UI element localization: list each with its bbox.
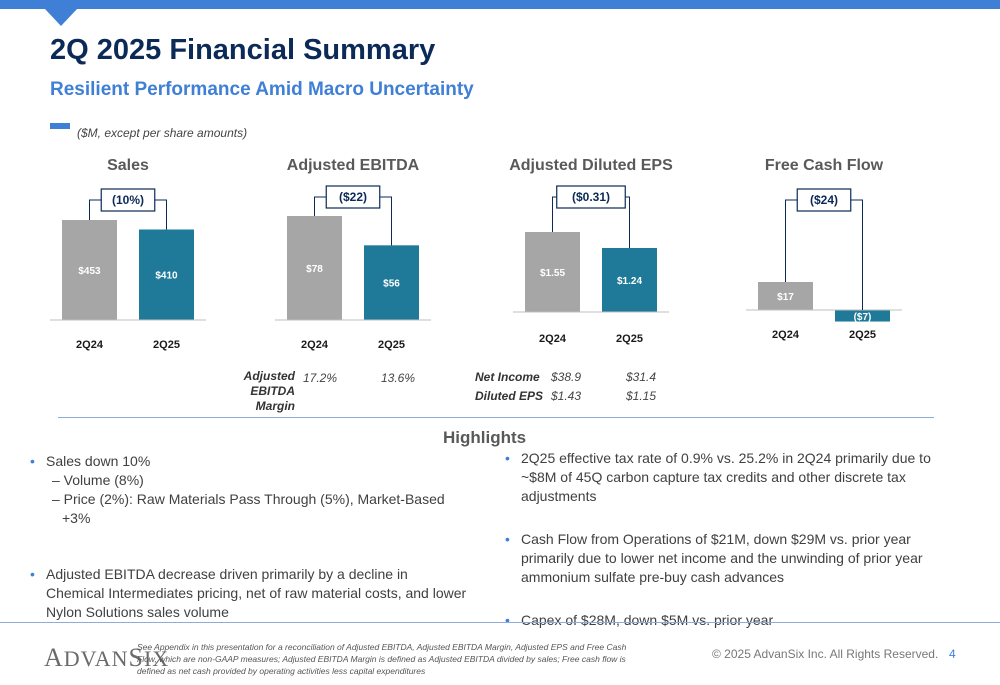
sales-tick-2q24: 2Q24 bbox=[76, 339, 104, 351]
diluted-eps-2q24: $1.43 bbox=[551, 389, 582, 403]
page-title: 2Q 2025 Financial Summary bbox=[50, 34, 436, 66]
free-cash-flow-change-label: ($24) bbox=[810, 193, 838, 207]
adjusted-diluted-eps-bar-2q25 bbox=[602, 248, 657, 312]
sales-bar-2q25 bbox=[139, 229, 194, 320]
free-cash-flow-bar-2q24 bbox=[758, 282, 813, 310]
adjusted-diluted-eps-value-label-2q24: $1.55 bbox=[540, 268, 565, 279]
diluted-eps-label: Diluted EPS bbox=[475, 389, 544, 403]
adjusted-diluted-eps-tick-2q24: 2Q24 bbox=[539, 333, 567, 345]
free-cash-flow-title: Free Cash Flow bbox=[765, 157, 884, 174]
section-divider bbox=[58, 417, 934, 418]
copyright: © 2025 AdvanSix Inc. All Rights Reserved… bbox=[712, 647, 939, 661]
adjusted-diluted-eps-title: Adjusted Diluted EPS bbox=[509, 157, 673, 174]
advansix-logo: ADVANSIX bbox=[44, 643, 170, 672]
sales-change-label: (10%) bbox=[112, 193, 144, 207]
adjusted-diluted-eps-bar-2q24 bbox=[525, 232, 580, 312]
adjusted-ebitda-bar-2q24 bbox=[287, 216, 342, 320]
adjusted-ebitda-change-box bbox=[325, 185, 381, 209]
sales-tick-2q25: 2Q25 bbox=[153, 339, 180, 351]
ebitda-margin-2q24: 17.2% bbox=[303, 371, 338, 385]
highlights-left: Sales down 10% – Volume (8%) – Price (2%… bbox=[30, 452, 470, 622]
free-cash-flow-value-label-2q24: $17 bbox=[777, 292, 794, 303]
free-cash-flow-bar-2q25 bbox=[835, 310, 890, 322]
footnote: See Appendix in this presentation for a … bbox=[137, 642, 627, 676]
adjusted-ebitda-title: Adjusted EBITDA bbox=[287, 157, 420, 174]
adjusted-ebitda-change-label: ($22) bbox=[339, 190, 367, 204]
ebitda-margin-label: Adjusted EBITDA Margin bbox=[243, 369, 295, 413]
adjusted-ebitda-value-label-2q24: $78 bbox=[306, 264, 323, 275]
page-subtitle: Resilient Performance Amid Macro Uncerta… bbox=[50, 79, 474, 100]
page-number: 4 bbox=[949, 647, 956, 661]
highlights-right: 2Q25 effective tax rate of 0.9% vs. 25.2… bbox=[505, 449, 945, 630]
bullet-ebitda: Adjusted EBITDA decrease driven primaril… bbox=[30, 565, 470, 622]
bullet-capex: Capex of $28M, down $5M vs. prior year bbox=[505, 611, 945, 630]
adjusted-diluted-eps-tick-2q25: 2Q25 bbox=[616, 333, 643, 345]
ebitda-margin-2q25: 13.6% bbox=[381, 371, 416, 385]
bullet-cash-flow: Cash Flow from Operations of $21M, down … bbox=[505, 530, 945, 587]
net-income-label: Net Income bbox=[475, 370, 540, 384]
sales-bar-2q24 bbox=[62, 220, 117, 320]
footer-divider bbox=[0, 622, 1000, 623]
adjusted-ebitda-value-label-2q25: $56 bbox=[383, 279, 400, 290]
bullet-tax-rate: 2Q25 effective tax rate of 0.9% vs. 25.2… bbox=[505, 449, 945, 506]
free-cash-flow-value-label-2q25: ($7) bbox=[854, 312, 872, 323]
top-notch-shape bbox=[45, 9, 77, 26]
top-accent-bar bbox=[0, 0, 1000, 9]
bullet-sales-price: – Price (2%): Raw Materials Pass Through… bbox=[52, 491, 445, 526]
net-income-2q25: $31.4 bbox=[626, 370, 657, 384]
diluted-eps-2q25: $1.15 bbox=[626, 389, 657, 403]
net-income-2q24: $38.9 bbox=[551, 370, 582, 384]
sales-value-label-2q24: $453 bbox=[78, 266, 101, 277]
adjusted-diluted-eps-value-label-2q25: $1.24 bbox=[617, 276, 642, 287]
highlights-title: Highlights bbox=[443, 428, 527, 447]
adjusted-ebitda-tick-2q25: 2Q25 bbox=[378, 339, 405, 351]
free-cash-flow-tick-2q25: 2Q25 bbox=[849, 329, 876, 341]
sales-title: Sales bbox=[107, 157, 149, 174]
adjusted-diluted-eps-change-box bbox=[556, 185, 626, 209]
free-cash-flow-tick-2q24: 2Q24 bbox=[772, 329, 800, 341]
adjusted-diluted-eps-change-label: ($0.31) bbox=[572, 190, 610, 204]
adjusted-ebitda-tick-2q24: 2Q24 bbox=[301, 339, 329, 351]
adjusted-ebitda-bar-2q25 bbox=[364, 245, 419, 320]
units-accent-dash bbox=[50, 123, 70, 129]
charts-area: Sales $453 2Q24 $410 2Q25 (10%) Adjusted EBITD… bbox=[50, 157, 902, 351]
bullet-sales: Sales down 10% bbox=[30, 452, 470, 471]
sales-value-label-2q25: $410 bbox=[155, 271, 178, 282]
free-cash-flow-change-box bbox=[796, 188, 852, 212]
bullet-sales-volume: – Volume (8%) bbox=[52, 472, 144, 488]
sales-change-box bbox=[100, 188, 156, 212]
units-note: ($M, except per share amounts) bbox=[77, 126, 248, 140]
